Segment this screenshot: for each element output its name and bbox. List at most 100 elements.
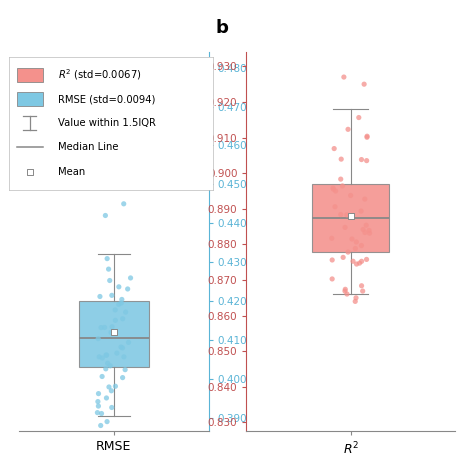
Point <box>117 343 125 351</box>
FancyBboxPatch shape <box>17 68 43 82</box>
Point <box>101 212 109 219</box>
Point <box>361 229 369 237</box>
Point <box>355 114 363 121</box>
Point <box>346 212 354 220</box>
Point <box>94 409 101 417</box>
Point <box>358 156 365 164</box>
Point <box>119 315 127 323</box>
Point <box>102 365 109 373</box>
Point <box>330 145 338 152</box>
Point <box>96 293 104 301</box>
Point <box>95 353 103 361</box>
Point <box>347 212 355 220</box>
Point <box>102 351 110 359</box>
Point <box>118 296 126 303</box>
Point <box>331 203 339 210</box>
Point <box>343 211 351 219</box>
Point <box>115 283 123 291</box>
Point <box>351 298 359 305</box>
Point <box>361 195 369 203</box>
Point <box>125 338 132 346</box>
Point <box>98 373 106 380</box>
Point <box>107 362 114 370</box>
Point <box>328 235 336 242</box>
Point <box>341 224 349 231</box>
Point <box>358 242 365 249</box>
Point <box>103 394 110 402</box>
Point <box>360 81 368 88</box>
Point <box>337 211 345 219</box>
Point <box>124 285 131 293</box>
Point <box>344 126 352 133</box>
Point <box>108 292 116 299</box>
Point <box>337 155 345 163</box>
Point <box>363 134 371 141</box>
Point <box>99 354 106 362</box>
Point <box>111 317 119 324</box>
Point <box>108 387 115 394</box>
Point <box>343 290 351 298</box>
Point <box>105 265 112 273</box>
Point <box>329 184 337 192</box>
Point <box>359 226 367 233</box>
Point <box>363 221 370 229</box>
Bar <box>312 184 390 252</box>
Point <box>352 245 359 252</box>
Point <box>108 323 116 330</box>
Point <box>95 402 102 410</box>
Point <box>356 259 364 267</box>
Point <box>357 207 365 215</box>
Point <box>332 187 339 195</box>
Text: b: b <box>215 19 228 37</box>
Point <box>328 275 336 283</box>
Point <box>352 294 360 301</box>
Point <box>337 175 345 183</box>
Point <box>97 324 105 331</box>
Point <box>119 374 127 382</box>
Point <box>26 168 34 175</box>
Bar <box>79 301 149 367</box>
Point <box>97 422 104 429</box>
Point <box>111 383 119 390</box>
Point <box>359 287 366 295</box>
Point <box>105 383 113 391</box>
Point <box>353 238 360 246</box>
Point <box>111 306 119 314</box>
Point <box>353 260 360 268</box>
FancyBboxPatch shape <box>17 92 43 106</box>
Point <box>341 287 349 295</box>
Point <box>108 404 116 411</box>
Point <box>121 366 129 374</box>
Point <box>358 282 365 290</box>
Text: $R^2$ (std=0.0067): $R^2$ (std=0.0067) <box>58 68 142 82</box>
Point <box>347 191 355 199</box>
Point <box>363 132 371 140</box>
Point <box>122 309 129 316</box>
Point <box>115 301 123 308</box>
Point <box>340 73 347 81</box>
Point <box>338 182 346 190</box>
Point <box>348 235 356 243</box>
Text: RMSE (std=0.0094): RMSE (std=0.0094) <box>58 94 156 104</box>
Point <box>127 274 134 282</box>
Point <box>120 353 128 361</box>
Point <box>106 277 114 284</box>
Point <box>363 157 370 164</box>
Point <box>344 248 352 256</box>
Text: Value within 1.5IQR: Value within 1.5IQR <box>58 118 156 128</box>
Point <box>94 335 102 342</box>
Point <box>120 200 128 208</box>
Point <box>329 185 337 193</box>
Point <box>341 285 349 293</box>
Point <box>103 418 111 425</box>
Point <box>118 299 125 307</box>
Point <box>358 257 365 265</box>
Point <box>104 360 111 367</box>
Point <box>98 410 105 417</box>
Point <box>103 255 111 263</box>
Point <box>339 254 347 261</box>
Point <box>365 227 373 234</box>
Point <box>328 256 336 264</box>
Point <box>101 324 109 331</box>
Point <box>95 390 102 397</box>
